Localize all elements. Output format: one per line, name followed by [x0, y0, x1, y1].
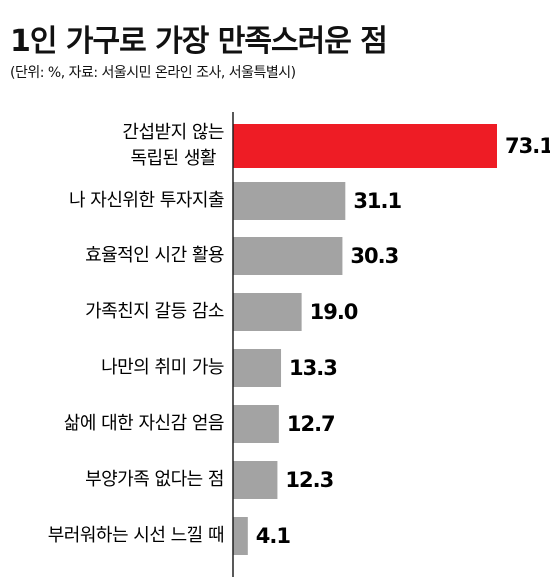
category-label: 부양가족 없다는 점	[85, 469, 224, 490]
chart-title: 1인 가구로 가장 만족스러운 점	[10, 24, 388, 59]
value-label: 12.7	[286, 412, 336, 436]
bar	[233, 517, 248, 555]
category-label: 간섭받지 않는 독립된 생활	[122, 122, 224, 169]
value-label: 13.3	[289, 356, 338, 380]
chart-subtitle: (단위: %, 자료: 서울시민 온라인 조사, 서울특별시)	[10, 65, 296, 81]
value-label: 19.0	[309, 300, 359, 324]
bar	[233, 405, 279, 443]
bar	[233, 124, 497, 168]
bar	[233, 293, 302, 331]
value-label: 31.1	[353, 189, 402, 213]
category-label: 삶에 대한 자신감 얻음	[63, 413, 225, 434]
bar	[233, 349, 282, 387]
category-label: 나 자신위한 투자지출	[69, 190, 224, 211]
value-label: 4.1	[255, 524, 291, 548]
bar	[233, 461, 278, 499]
category-label: 효율적인 시간 활용	[85, 245, 224, 266]
value-label: 73.1	[505, 134, 550, 158]
bar	[233, 237, 343, 275]
category-label: 부러워하는 시선 느낄 때	[47, 525, 225, 546]
value-label: 12.3	[285, 468, 334, 492]
category-label: 나만의 취미 가능	[101, 357, 224, 378]
bar	[233, 182, 346, 220]
category-label: 가족친지 갈등 감소	[85, 301, 224, 322]
value-label: 30.3	[350, 244, 399, 268]
